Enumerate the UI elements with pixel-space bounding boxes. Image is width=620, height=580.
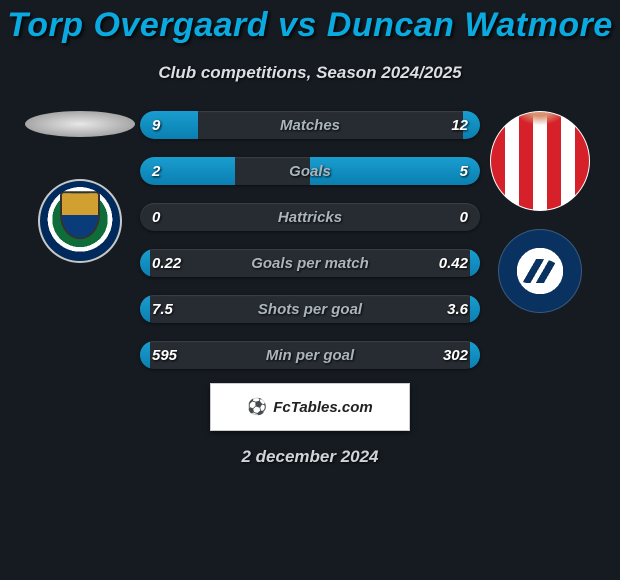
credit-badge: ⚽ FcTables.com — [210, 383, 410, 431]
bar-fill-right — [470, 249, 480, 277]
stat-label: Matches — [280, 117, 340, 134]
stat-label: Hattricks — [278, 209, 342, 226]
stat-right-value: 0 — [460, 209, 468, 226]
player-right-club-badge — [498, 229, 582, 313]
stat-row: 2 5 Goals — [140, 157, 480, 185]
player-right-avatar — [490, 111, 590, 211]
stat-left-value: 7.5 — [152, 301, 173, 318]
stat-row: 9 12 Matches — [140, 111, 480, 139]
bar-fill-left — [140, 249, 150, 277]
stat-label: Goals — [289, 163, 331, 180]
stat-left-value: 9 — [152, 117, 160, 134]
stat-row: 595 302 Min per goal — [140, 341, 480, 369]
stat-row: 7.5 3.6 Shots per goal — [140, 295, 480, 323]
bar-fill-right — [470, 341, 480, 369]
page-title: Torp Overgaard vs Duncan Watmore — [7, 6, 613, 45]
left-player-column — [20, 111, 140, 263]
stat-label: Shots per goal — [258, 301, 362, 318]
date-label: 2 december 2024 — [241, 447, 378, 467]
stat-left-value: 2 — [152, 163, 160, 180]
stat-right-value: 0.42 — [439, 255, 468, 272]
player-left-avatar — [25, 111, 135, 137]
stat-right-value: 302 — [443, 347, 468, 364]
comparison-panel: 9 12 Matches 2 5 Goals 0 0 Hattricks 0.22 0.42 Goal… — [0, 111, 620, 369]
bar-fill-right — [310, 157, 480, 185]
stat-row: 0 0 Hattricks — [140, 203, 480, 231]
stat-label: Goals per match — [251, 255, 369, 272]
stat-right-value: 12 — [451, 117, 468, 134]
stat-right-value: 5 — [460, 163, 468, 180]
stat-row: 0.22 0.42 Goals per match — [140, 249, 480, 277]
stats-bars: 9 12 Matches 2 5 Goals 0 0 Hattricks 0.22 0.42 Goal… — [140, 111, 480, 369]
player-left-club-badge — [38, 179, 122, 263]
soccer-ball-icon: ⚽ — [247, 397, 267, 417]
right-player-column — [480, 111, 600, 313]
bar-fill-right — [470, 295, 480, 323]
stat-label: Min per goal — [266, 347, 354, 364]
stat-left-value: 595 — [152, 347, 177, 364]
bar-fill-left — [140, 341, 150, 369]
stat-right-value: 3.6 — [447, 301, 468, 318]
bar-fill-left — [140, 295, 150, 323]
stat-left-value: 0.22 — [152, 255, 181, 272]
bar-fill-left — [140, 111, 198, 139]
stat-left-value: 0 — [152, 209, 160, 226]
credit-text: FcTables.com — [273, 399, 372, 416]
subtitle: Club competitions, Season 2024/2025 — [158, 63, 461, 83]
